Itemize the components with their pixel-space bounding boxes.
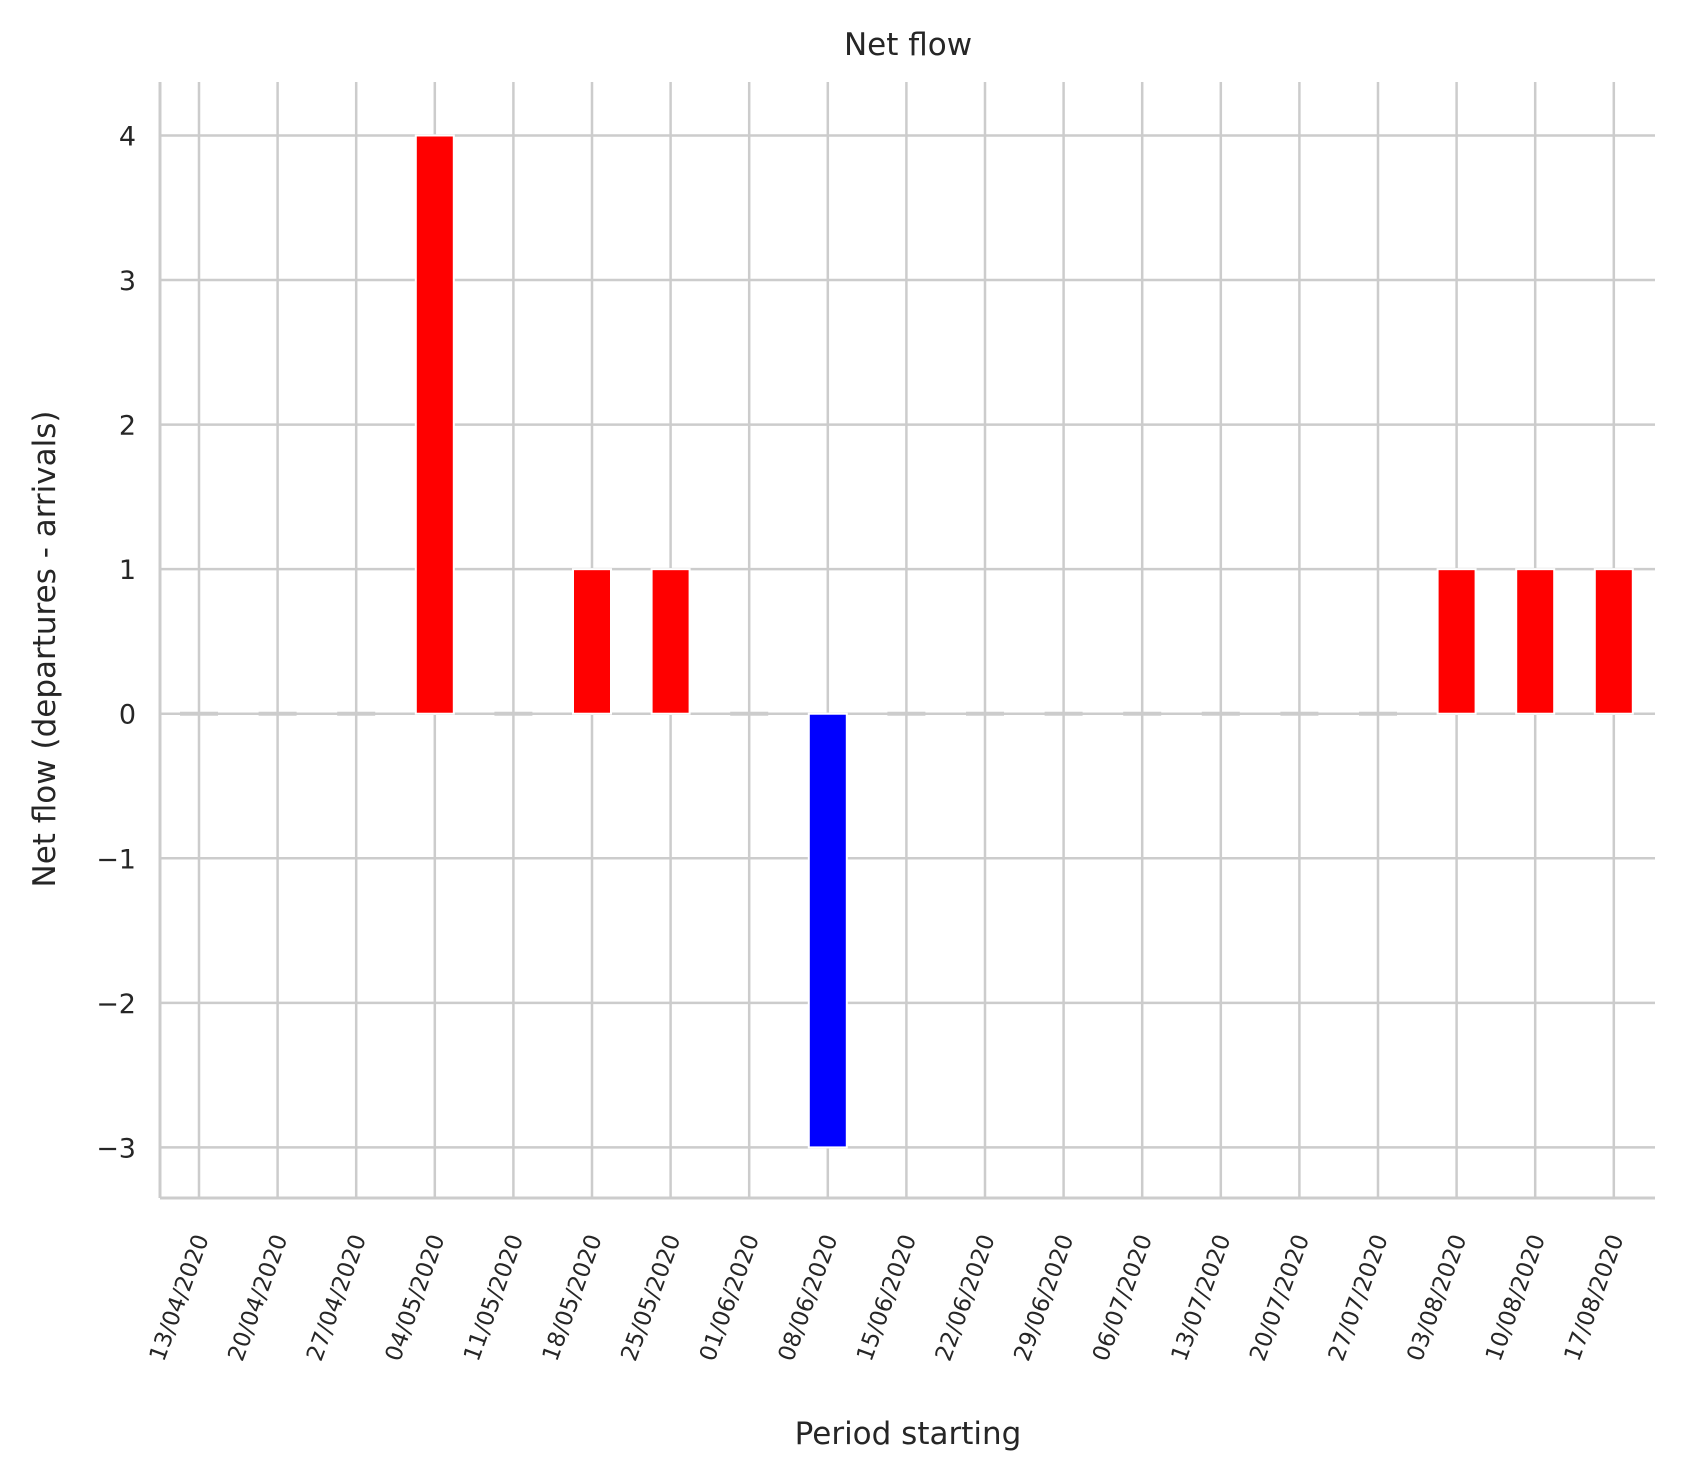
bar — [1359, 711, 1397, 716]
y-tick-label: 4 — [119, 121, 136, 152]
bar — [966, 711, 1004, 716]
x-tick-label: 06/07/2020 — [1088, 1231, 1158, 1364]
x-tick-label: 29/06/2020 — [1009, 1231, 1079, 1364]
bar — [1593, 568, 1634, 715]
x-tick-label: 13/07/2020 — [1167, 1231, 1237, 1364]
bar — [1044, 711, 1083, 716]
y-tick-label: 3 — [119, 266, 136, 297]
bar — [1123, 711, 1162, 716]
bar — [180, 711, 218, 716]
y-tick-label: 0 — [119, 700, 136, 731]
y-axis-title: Net flow (departures - arrivals) — [27, 411, 63, 888]
bar — [1280, 711, 1319, 716]
bar — [1436, 568, 1477, 715]
x-tick-label: 18/05/2020 — [538, 1231, 608, 1364]
bar — [1515, 568, 1556, 715]
x-tick-label: 20/07/2020 — [1245, 1231, 1315, 1364]
x-tick-label: 22/06/2020 — [931, 1231, 1001, 1364]
x-tick-label: 11/05/2020 — [459, 1231, 529, 1364]
y-tick-label: −1 — [96, 844, 136, 875]
x-tick-label: 08/06/2020 — [774, 1231, 844, 1364]
x-tick-label: 27/04/2020 — [302, 1231, 372, 1364]
axes — [158, 82, 1655, 1200]
bars — [180, 134, 1634, 1149]
x-tick-label: 17/08/2020 — [1560, 1231, 1630, 1364]
bar — [337, 711, 376, 716]
x-tick-label: 15/06/2020 — [852, 1231, 922, 1364]
bar — [650, 568, 691, 715]
bar — [887, 711, 926, 716]
grid-lines — [160, 82, 1655, 1198]
y-tick-label: −2 — [96, 989, 136, 1020]
x-tick-label: 25/05/2020 — [616, 1231, 686, 1364]
bar — [494, 711, 533, 716]
bar — [1201, 711, 1240, 716]
bar — [730, 711, 769, 716]
chart-title: Net flow — [844, 27, 972, 63]
x-tick-labels: 13/04/2020 20/04/2020 27/04/2020 04/05/2020… — [145, 1231, 1630, 1364]
bar — [414, 134, 455, 715]
x-axis-title: Period starting — [795, 1416, 1022, 1452]
bar — [807, 712, 848, 1149]
x-tick-label: 27/07/2020 — [1324, 1231, 1394, 1364]
x-tick-label: 10/08/2020 — [1481, 1231, 1551, 1364]
x-tick-label: 04/05/2020 — [381, 1231, 451, 1364]
y-tick-label: −3 — [96, 1133, 136, 1164]
x-tick-label: 20/04/2020 — [223, 1231, 293, 1364]
bar — [572, 568, 612, 715]
y-tick-label: 2 — [119, 411, 136, 442]
y-tick-labels: −3 −2 −1 0 1 2 3 4 — [96, 121, 136, 1164]
bar — [258, 711, 297, 716]
x-tick-label: 13/04/2020 — [145, 1231, 215, 1364]
x-tick-label: 03/08/2020 — [1402, 1231, 1472, 1364]
y-tick-label: 1 — [119, 555, 136, 586]
x-tick-label: 01/06/2020 — [695, 1231, 765, 1364]
